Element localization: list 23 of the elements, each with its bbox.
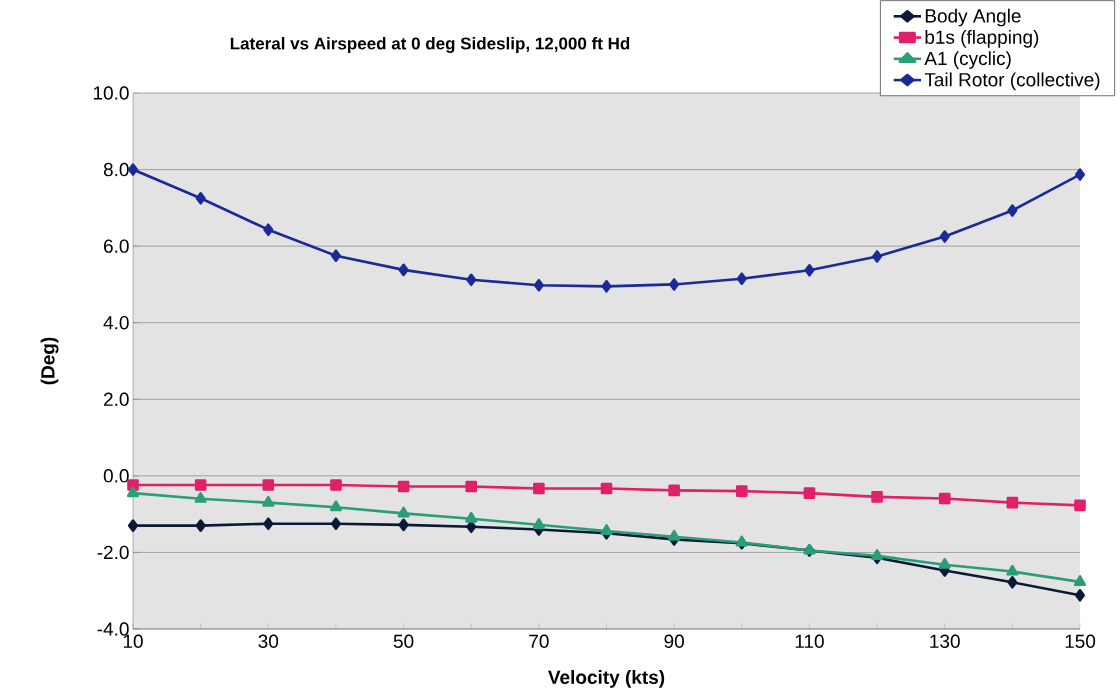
legend-label: A1 (cyclic)	[924, 51, 1011, 69]
y-tick-label: 0.0	[103, 469, 129, 483]
chart-title: Lateral vs Airspeed at 0 deg Sideslip, 12,000 ft Hd	[230, 36, 630, 53]
y-tick-label: 10.0	[93, 86, 129, 100]
x-tick-label: 10	[123, 634, 143, 648]
x-tick-label: 110	[795, 634, 824, 648]
x-tick-label: 70	[529, 634, 549, 648]
y-tick-label: -4.0	[97, 622, 129, 636]
x-tick-label: 90	[664, 634, 684, 648]
legend-label: Tail Rotor (collective)	[924, 72, 1100, 91]
y-tick-label: 8.0	[103, 162, 129, 177]
y-axis-title: (Deg)	[40, 337, 59, 385]
x-tick-label: 150	[1065, 634, 1096, 648]
legend-label: b1s (flapping)	[925, 29, 1039, 48]
x-tick-label: 50	[393, 634, 414, 648]
x-tick-label: 130	[930, 634, 960, 648]
y-tick-label: -2.0	[97, 545, 129, 560]
y-tick-label: 4.0	[103, 315, 129, 330]
y-tick-label: 6.0	[104, 239, 129, 253]
x-tick-label: 30	[258, 634, 279, 648]
x-axis-title: Velocity (kts)	[548, 670, 665, 688]
y-tick-label: 2.0	[104, 392, 129, 406]
legend-label: Body Angle	[925, 8, 1021, 27]
